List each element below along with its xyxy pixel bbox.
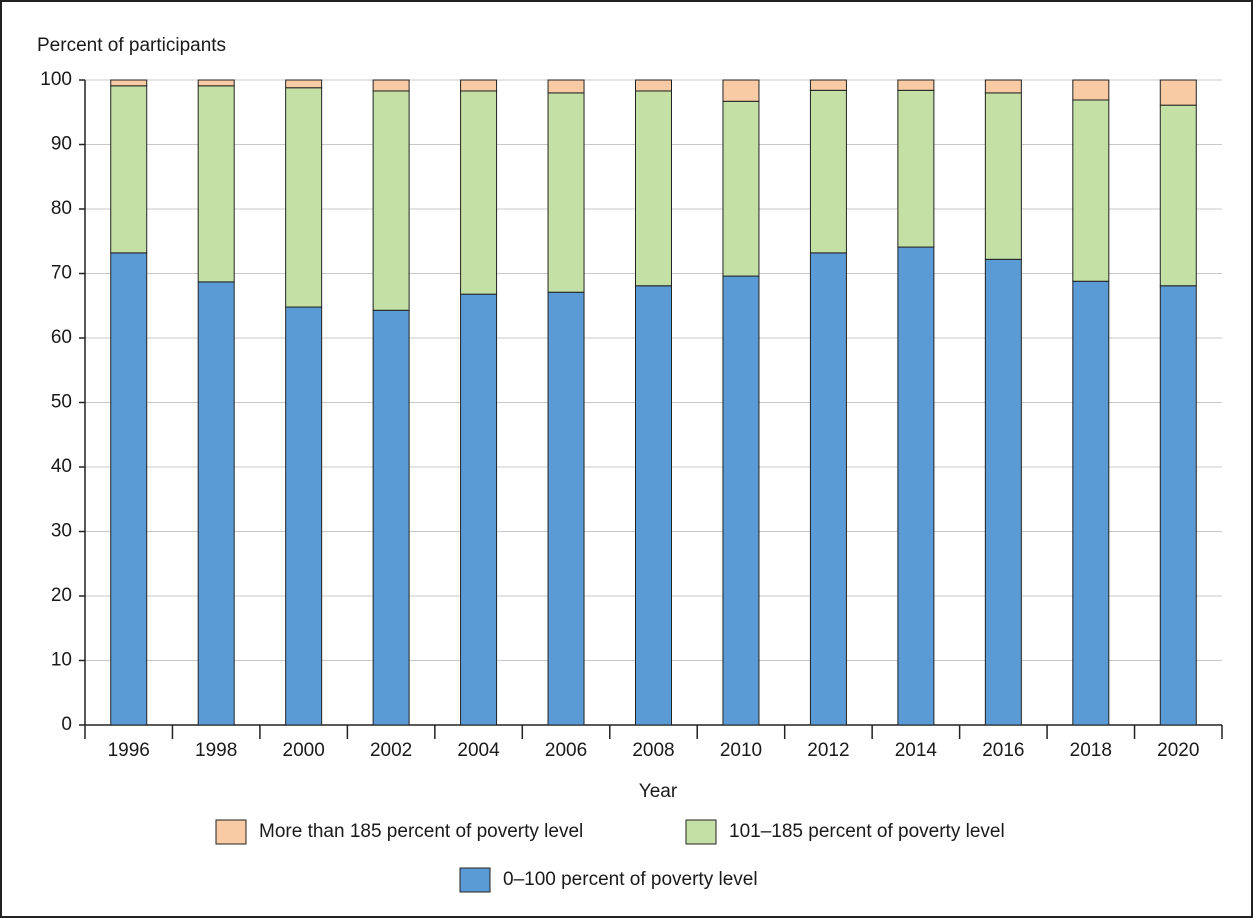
bar-segment	[635, 285, 672, 726]
legend-label: 101–185 percent of poverty level	[729, 821, 1005, 842]
y-axis-title: Percent of participants	[37, 35, 226, 56]
bar-segment	[197, 281, 235, 726]
bar-segment	[547, 79, 585, 94]
bar-segment	[547, 291, 585, 726]
x-tick-label: 2006	[545, 740, 587, 761]
bar-segment	[809, 79, 847, 91]
bar-segment	[372, 90, 410, 311]
bar-segment	[460, 293, 498, 726]
bar-segment	[984, 92, 1022, 260]
x-tick-label: 2016	[982, 740, 1024, 761]
bar-segment	[1159, 104, 1197, 287]
x-tick-label: 2012	[807, 740, 849, 761]
bar-segment	[1072, 280, 1110, 726]
bar-segment	[110, 79, 148, 87]
x-tick-label: 2020	[1157, 740, 1199, 761]
legend-swatch	[215, 819, 247, 845]
bar-segment	[372, 79, 410, 92]
bar-segment	[110, 85, 148, 254]
x-tick-label: 2018	[1070, 740, 1112, 761]
legend-label: More than 185 percent of poverty level	[259, 821, 583, 842]
bar-segment	[460, 90, 498, 295]
bar-segment	[1072, 99, 1110, 282]
x-tick-label: 2000	[283, 740, 325, 761]
bar-segment	[809, 89, 847, 254]
bar-segment	[1072, 79, 1110, 101]
y-tick-label: 30	[51, 521, 72, 542]
y-tick-label: 20	[51, 585, 72, 606]
x-tick-label: 2010	[720, 740, 762, 761]
legend-swatch	[685, 819, 717, 845]
x-tick-label: 2004	[457, 740, 500, 761]
x-tick-label: 1998	[195, 740, 237, 761]
bar-segment	[285, 79, 323, 89]
bar-segment	[722, 275, 760, 726]
bar-segment	[197, 79, 235, 87]
x-tick-label: 1996	[108, 740, 150, 761]
bar-segment	[372, 309, 410, 726]
bar-segment	[809, 252, 847, 726]
bar-segment	[635, 90, 672, 287]
bar-segment	[722, 100, 760, 277]
bar-segment	[285, 87, 323, 308]
bar-segment	[547, 92, 585, 293]
x-tick-label: 2014	[895, 740, 938, 761]
bar-segment	[897, 246, 935, 726]
y-tick-label: 50	[51, 392, 72, 413]
y-tick-label: 40	[51, 456, 72, 477]
legend-swatch	[459, 867, 491, 893]
bar-segment	[285, 306, 323, 726]
legend-label: 0–100 percent of poverty level	[503, 869, 758, 890]
x-tick-label: 2002	[370, 740, 412, 761]
bar-segment	[460, 79, 498, 92]
y-tick-label: 0	[61, 714, 72, 735]
x-tick-label: 2008	[632, 740, 674, 761]
bar-segment	[1159, 285, 1197, 726]
bar-segment	[1159, 79, 1197, 106]
bar-segment	[722, 79, 760, 102]
bar-segment	[635, 79, 672, 92]
y-tick-label: 70	[51, 263, 72, 284]
y-tick-label: 10	[51, 650, 72, 671]
bar-segment	[897, 89, 935, 248]
y-tick-label: 60	[51, 327, 72, 348]
bar-segment	[984, 258, 1022, 726]
bar-segment	[110, 252, 148, 726]
bar-segment	[897, 79, 935, 91]
y-tick-label: 90	[51, 134, 72, 155]
y-tick-label: 80	[51, 198, 72, 219]
bar-segment	[984, 79, 1022, 94]
y-tick-label: 100	[40, 69, 72, 90]
bar-segment	[197, 85, 235, 283]
x-axis-title: Year	[639, 781, 678, 802]
